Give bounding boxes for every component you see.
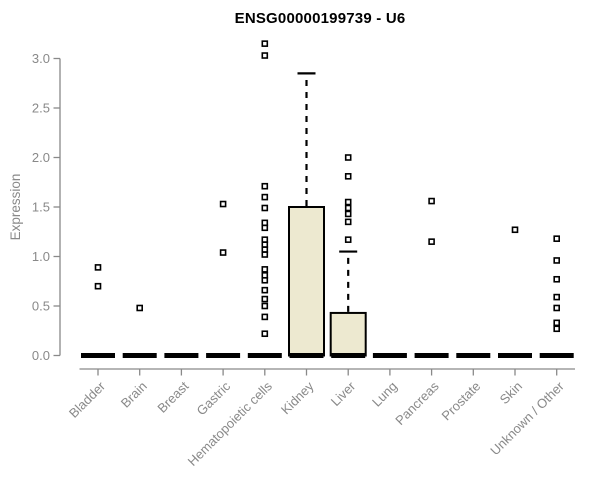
outlier-point — [261, 251, 269, 258]
y-tick-label: 1.0 — [32, 249, 50, 264]
median-line — [372, 353, 407, 358]
outlier-point — [94, 264, 102, 271]
x-tick-label: Gastric — [194, 378, 234, 418]
median-line — [247, 353, 282, 358]
outlier-point — [261, 204, 269, 212]
outlier-point — [219, 249, 227, 256]
median-line — [122, 353, 157, 358]
x-tick-label: Skin — [497, 379, 525, 407]
outlier-point — [261, 286, 269, 294]
outlier-point — [344, 218, 352, 226]
y-tick-label: 1.5 — [32, 200, 50, 215]
x-tick-label: Kidney — [278, 378, 317, 417]
outlier-point — [344, 210, 352, 218]
chart-title: ENSG00000199739 - U6 — [234, 10, 406, 27]
x-tick-label: Pancreas — [392, 378, 442, 428]
outlier-point — [344, 173, 352, 180]
x-tick-label: Prostate — [439, 379, 484, 424]
x-tick-label: Lung — [369, 379, 400, 410]
y-tick-label: 2.0 — [32, 150, 50, 165]
outlier-point — [136, 304, 143, 312]
outlier-point — [553, 235, 561, 242]
outlier-point — [428, 197, 435, 205]
outlier-point — [261, 182, 269, 190]
median-line — [81, 353, 115, 358]
median-line — [206, 353, 241, 358]
outlier-point — [344, 204, 352, 212]
outlier-point — [261, 52, 269, 59]
median-line — [498, 353, 532, 358]
outlier-point — [261, 302, 269, 310]
median-line — [414, 353, 449, 358]
box — [288, 206, 325, 357]
outlier-point — [553, 304, 561, 312]
outlier-point — [553, 275, 561, 283]
outlier-point — [553, 325, 561, 333]
outlier-point — [261, 295, 269, 303]
outlier-point — [261, 330, 269, 338]
x-tick-label: Unknown / Other — [487, 378, 567, 458]
outlier-point — [94, 282, 102, 290]
median-line — [331, 353, 366, 358]
outlier-point — [344, 154, 352, 161]
outlier-point — [428, 238, 435, 245]
outlier-point — [511, 226, 519, 234]
x-tick-label: Bladder — [66, 378, 109, 421]
x-tick-label: Brain — [118, 379, 150, 411]
median-line — [456, 353, 491, 358]
outlier-point — [553, 257, 561, 264]
y-tick-label: 3.0 — [32, 51, 50, 66]
y-tick-label: 0.0 — [32, 348, 50, 363]
box — [329, 311, 367, 357]
outlier-point — [344, 236, 352, 243]
outlier-point — [261, 40, 269, 47]
y-tick-label: 2.5 — [32, 101, 50, 116]
x-tick-label: Breast — [154, 378, 191, 415]
outlier-point — [553, 319, 561, 327]
y-tick-label: 0.5 — [32, 299, 50, 314]
outlier-point — [261, 224, 269, 232]
outlier-point — [261, 313, 269, 321]
median-line — [164, 353, 199, 358]
outlier-point — [553, 293, 561, 301]
median-line — [289, 353, 324, 358]
outlier-point — [219, 200, 227, 208]
median-line — [539, 353, 574, 358]
outlier-point — [261, 193, 269, 201]
outlier-point — [261, 276, 269, 284]
outlier-point — [344, 198, 352, 206]
x-tick-label: Liver — [328, 378, 359, 409]
outlier-point — [261, 266, 269, 273]
